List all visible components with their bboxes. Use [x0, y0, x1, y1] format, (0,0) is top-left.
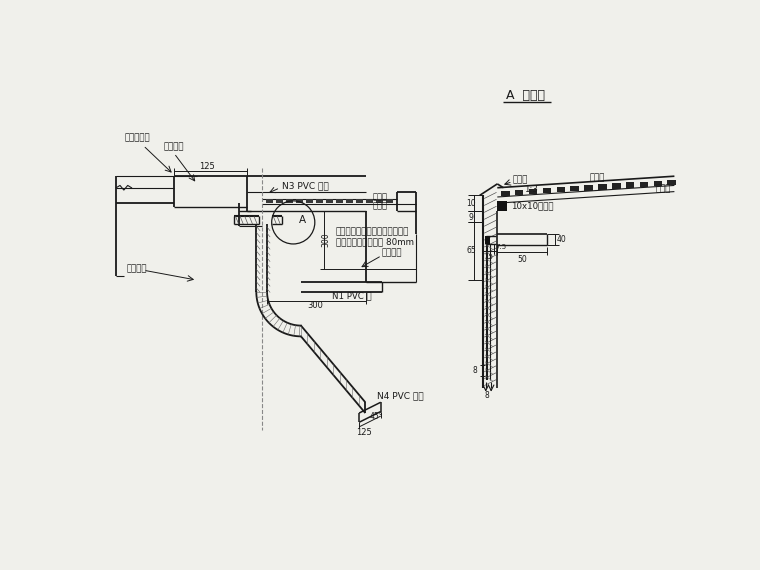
Text: 用聚氨酯防水涂料贴卷材增加层: 用聚氨酯防水涂料贴卷材增加层 [336, 227, 409, 236]
Bar [598, 184, 606, 190]
Text: 防水层: 防水层 [372, 202, 388, 211]
Bar [326, 200, 334, 203]
Text: 125: 125 [199, 162, 215, 170]
Bar [612, 184, 620, 189]
Bar [640, 181, 648, 187]
Text: 40: 40 [556, 235, 566, 244]
Bar [306, 200, 313, 203]
Text: 防水涂料: 防水涂料 [163, 142, 184, 152]
Text: 9: 9 [469, 213, 473, 222]
Bar [366, 200, 373, 203]
Bar [356, 200, 363, 203]
Text: 15: 15 [484, 254, 493, 260]
Bar [584, 185, 593, 190]
Text: 50: 50 [518, 255, 527, 264]
Bar [287, 200, 293, 203]
Text: 隔水坡: 隔水坡 [513, 176, 528, 185]
Text: 7.5: 7.5 [496, 245, 507, 250]
Bar [376, 200, 383, 203]
Text: N4 PVC 弯头: N4 PVC 弯头 [377, 392, 423, 401]
Text: 10: 10 [467, 199, 476, 207]
Bar [556, 187, 565, 192]
Bar [667, 180, 676, 185]
Text: N1 PVC 管: N1 PVC 管 [332, 291, 372, 300]
Text: 预制形分: 预制形分 [382, 249, 402, 258]
Bar [543, 188, 551, 193]
Text: 预制部分: 预制部分 [126, 264, 147, 273]
Bar [626, 182, 635, 188]
Text: 8: 8 [485, 391, 489, 400]
Text: 125: 125 [356, 428, 372, 437]
Text: 1:3: 1:3 [524, 185, 538, 194]
Text: 保护层: 保护层 [372, 193, 388, 201]
Text: A  示意图: A 示意图 [506, 89, 545, 102]
Bar [347, 200, 353, 203]
Bar [386, 200, 394, 203]
Text: 10x10嵌缝胶: 10x10嵌缝胶 [511, 201, 553, 210]
Bar [571, 186, 579, 192]
Bar [654, 181, 662, 186]
Bar [296, 200, 303, 203]
Text: 见水防堵墙: 见水防堵墙 [124, 133, 150, 142]
Bar [337, 200, 344, 203]
Text: 防水层: 防水层 [655, 185, 670, 194]
Bar [501, 190, 510, 196]
Text: 65: 65 [466, 246, 476, 255]
Bar [497, 201, 508, 211]
Text: A: A [299, 215, 306, 225]
Bar [277, 200, 283, 203]
Bar [316, 200, 323, 203]
Text: 8: 8 [473, 366, 477, 375]
Text: 300: 300 [321, 232, 330, 247]
Bar [485, 236, 489, 243]
Text: 300: 300 [307, 301, 323, 310]
Bar [529, 189, 537, 194]
Bar [515, 190, 524, 195]
Text: 45°: 45° [369, 412, 383, 421]
Text: 保护层: 保护层 [590, 173, 605, 182]
Text: 进行封边处理，高度 80mm: 进行封边处理，高度 80mm [336, 237, 413, 246]
Text: N3 PVC 管盖: N3 PVC 管盖 [282, 181, 328, 190]
Bar [266, 200, 274, 203]
